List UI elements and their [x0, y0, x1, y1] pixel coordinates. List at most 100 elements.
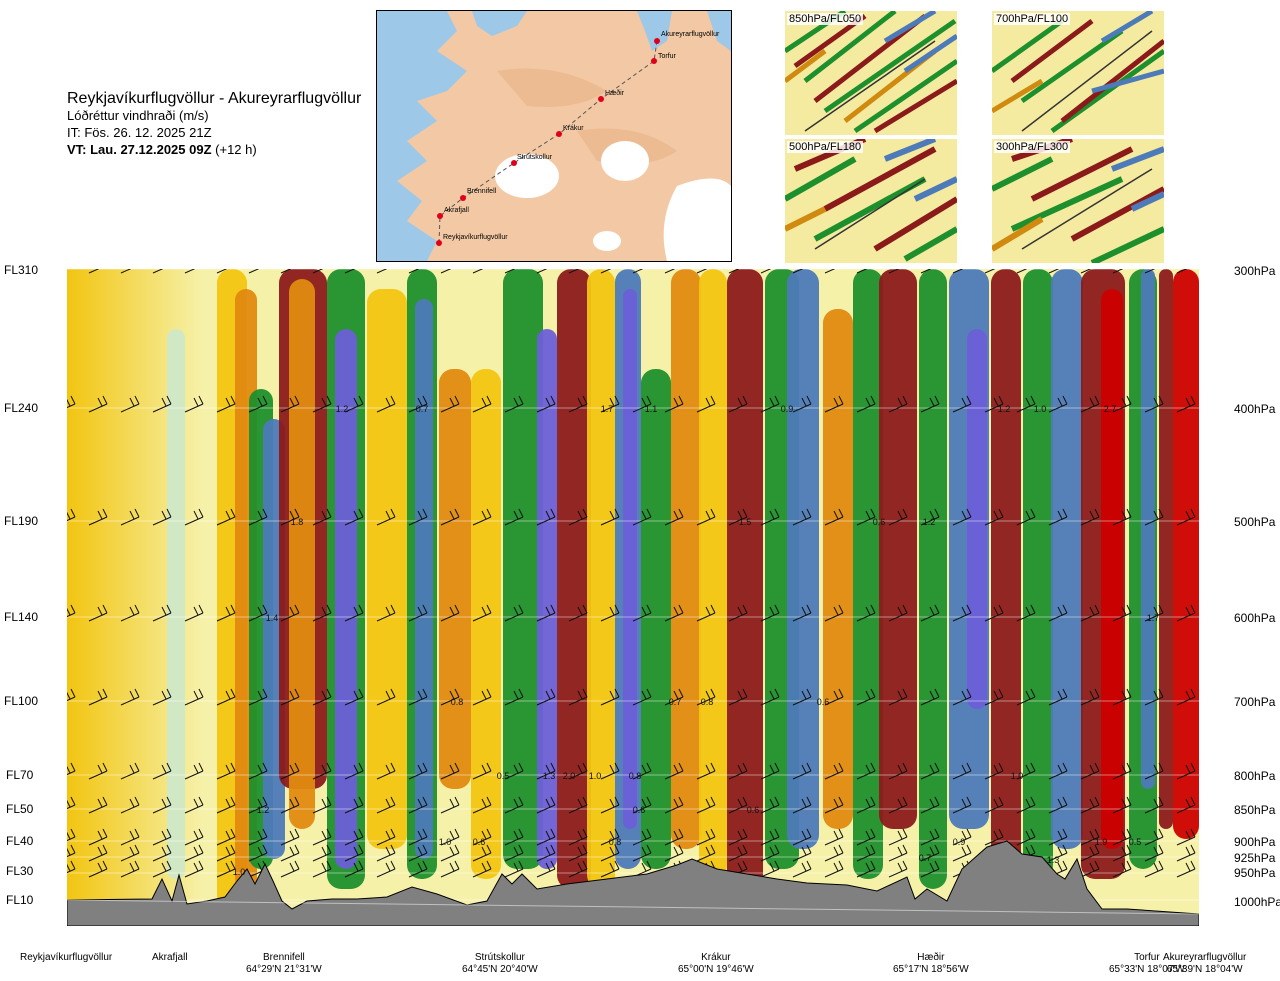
wind-barb — [152, 844, 172, 862]
cross-section-plot[interactable]: 1.2 0.7 1.7 1.1 0.9 1.2 1.0 2.7 1.8 1.5 0.6 1.2 1.4 1… — [56, 256, 1200, 927]
thumbnail-label: 700hPa/FL100 — [994, 13, 1071, 25]
wind-band — [1141, 269, 1155, 789]
fl-label: FL240 — [4, 401, 39, 415]
fl-label: FL50 — [6, 802, 34, 816]
wind-barb — [1112, 796, 1132, 814]
contour-label: 1.7 — [1147, 613, 1160, 623]
thumbnail-300hpa[interactable]: 300hPa/FL300 — [992, 139, 1164, 263]
station-name: Hæðir — [917, 952, 945, 963]
station-label: Brennifell 64°29'N 21°31'W — [246, 952, 322, 976]
station-coord: 65°17'N 18°56'W — [893, 964, 969, 975]
wind-barb — [504, 860, 524, 878]
map-point — [460, 195, 466, 201]
wind-barb — [280, 828, 300, 846]
wind-barb — [120, 688, 140, 706]
wind-barb — [536, 828, 556, 846]
contour-label: 0.8 — [629, 771, 642, 781]
wind-barb — [408, 796, 428, 814]
wind-barb — [952, 395, 972, 413]
wind-barb — [88, 688, 108, 706]
wind-barb — [440, 796, 460, 814]
wind-barb — [728, 762, 748, 780]
wind-barb — [600, 395, 620, 413]
route-map[interactable]: Akureyrarflugvöllur Torfur Hæðir Krákur … — [376, 10, 732, 262]
wind-barb — [344, 796, 364, 814]
wind-barb — [760, 860, 780, 878]
wind-barb — [824, 796, 844, 814]
wind-barb — [376, 762, 396, 780]
station-coord: 65°00'N 19°46'W — [678, 964, 754, 975]
wind-barb — [248, 508, 268, 526]
hpa-label: 600hPa — [1234, 611, 1276, 625]
wind-barb — [536, 796, 556, 814]
wind-barb — [184, 604, 204, 622]
wind-barb — [888, 796, 908, 814]
wind-barb — [440, 395, 460, 413]
wind-barb — [888, 860, 908, 878]
wind-barb — [120, 508, 140, 526]
wind-barb — [984, 604, 1004, 622]
wind-barb — [792, 828, 812, 846]
wind-band — [823, 309, 853, 829]
wind-barb — [312, 604, 332, 622]
contour-label: 1.4 — [266, 613, 279, 623]
contour-label: 1.2 — [336, 404, 349, 414]
wind-band — [557, 269, 591, 889]
wind-barb — [184, 844, 204, 862]
wind-band — [335, 329, 357, 869]
wind-barb — [1016, 688, 1036, 706]
thumbnail-500hpa[interactable]: 500hPa/FL180 — [785, 139, 957, 263]
valid-time: VT: Lau. 27.12.2025 09Z (+12 h) — [67, 141, 361, 158]
wind-barb — [472, 395, 492, 413]
wind-barb — [664, 844, 684, 862]
thumbnail-700hpa[interactable]: 700hPa/FL100 — [992, 11, 1164, 135]
contour-label: 1.0 — [1034, 404, 1047, 414]
wind-barb — [376, 844, 396, 862]
wind-barb — [1080, 860, 1100, 878]
map-label: Torfur — [658, 53, 677, 60]
station-label: Akrafjall — [152, 952, 188, 964]
contour-label: 1.2 — [923, 517, 936, 527]
wind-barb — [1112, 395, 1132, 413]
wind-barb — [888, 688, 908, 706]
station-name: Reykjavíkurflugvöllur — [20, 952, 113, 963]
wind-barb — [536, 762, 556, 780]
wind-barb — [248, 604, 268, 622]
wind-barb — [728, 844, 748, 862]
map-label: Strútskollur — [517, 154, 553, 161]
wind-barb — [1048, 395, 1068, 413]
thumbnail-label: 500hPa/FL180 — [787, 141, 864, 153]
map-point — [436, 240, 442, 246]
wind-band — [503, 269, 543, 869]
wind-barb — [952, 762, 972, 780]
wind-barb — [1112, 828, 1132, 846]
contour-label: 1.3 — [1047, 855, 1060, 865]
wind-barb — [1176, 796, 1196, 814]
wind-barb — [600, 844, 620, 862]
map-point — [654, 38, 660, 44]
wind-barb — [760, 508, 780, 526]
wind-barb — [632, 688, 652, 706]
wind-barb — [792, 762, 812, 780]
station-coord: 65°39'N 18°04'W — [1166, 964, 1243, 975]
wind-band — [167, 329, 185, 879]
hpa-label: 1000hPa — [1234, 895, 1280, 909]
hpa-label: 800hPa — [1234, 769, 1276, 783]
wind-barb — [920, 395, 940, 413]
station-label: Hæðir 65°17'N 18°56'W — [893, 952, 969, 976]
wind-barb — [632, 604, 652, 622]
wind-band — [537, 329, 557, 869]
station-name: Krákur — [701, 952, 731, 963]
issue-time: IT: Fös. 26. 12. 2025 21Z — [67, 125, 212, 140]
wind-barb — [184, 828, 204, 846]
wind-barb — [1112, 508, 1132, 526]
wind-barb — [888, 508, 908, 526]
thumbnail-850hpa[interactable]: 850hPa/FL050 — [785, 11, 957, 135]
wind-barb — [248, 762, 268, 780]
wind-barb — [88, 828, 108, 846]
map-label: Krákur — [563, 125, 584, 132]
wind-barb — [120, 395, 140, 413]
wind-barb — [728, 796, 748, 814]
wind-barb — [760, 762, 780, 780]
wind-band — [727, 269, 763, 889]
